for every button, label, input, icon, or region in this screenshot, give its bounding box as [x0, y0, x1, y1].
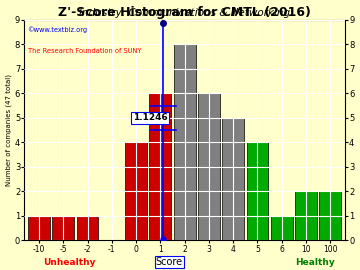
Bar — [149, 93, 171, 241]
Text: The Research Foundation of SUNY: The Research Foundation of SUNY — [28, 48, 141, 55]
Bar — [222, 118, 244, 241]
Text: 1.1246: 1.1246 — [132, 113, 167, 122]
Bar — [271, 216, 293, 241]
Bar — [198, 93, 220, 241]
Bar — [77, 216, 98, 241]
Bar — [52, 216, 74, 241]
Bar — [295, 191, 317, 241]
Bar — [28, 216, 50, 241]
Text: Unhealthy: Unhealthy — [43, 258, 96, 267]
Bar — [125, 142, 147, 241]
Bar — [174, 44, 195, 241]
Text: Industry: Communications & Networking: Industry: Communications & Networking — [79, 8, 290, 18]
Title: Z'-Score Histogram for CMTL (2016): Z'-Score Histogram for CMTL (2016) — [58, 6, 311, 19]
Y-axis label: Number of companies (47 total): Number of companies (47 total) — [5, 74, 12, 186]
Text: ©www.textbiz.org: ©www.textbiz.org — [28, 26, 88, 33]
Bar — [319, 191, 341, 241]
Bar — [247, 142, 269, 241]
Text: Healthy: Healthy — [295, 258, 335, 267]
Text: Score: Score — [156, 257, 183, 267]
